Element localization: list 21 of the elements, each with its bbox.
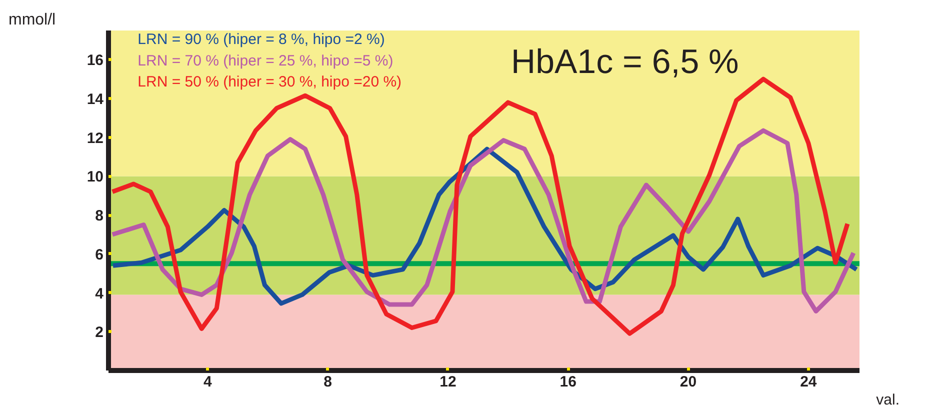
x-tick-label: 24 xyxy=(800,374,818,390)
x-axis-title: val. xyxy=(876,392,900,408)
y-tick-label: 4 xyxy=(95,285,104,302)
x-tick-label: 16 xyxy=(560,374,576,390)
x-tick-label: 12 xyxy=(440,374,456,390)
line-series xyxy=(110,76,850,336)
annotation: HbA1c = 6,5 % xyxy=(511,43,739,82)
x-tick-label: 4 xyxy=(203,374,212,390)
y-tick-label: 12 xyxy=(86,130,104,147)
y-axis-title: mmol/l xyxy=(8,12,56,28)
y-tick-label: 10 xyxy=(86,168,104,186)
x-tick-label: 20 xyxy=(680,374,697,390)
y-tick-label: 16 xyxy=(86,52,104,70)
text: LRN = 90 % (hiper = 8 %, hipo =2 %) xyxy=(138,30,385,48)
y-tick-label: 14 xyxy=(86,91,104,108)
y-tick-label: 8 xyxy=(95,208,104,225)
x-tick-label: 8 xyxy=(324,374,332,390)
series-label: LRN = 50 % (hiper = 30 %, hipo =20 %) xyxy=(138,74,402,91)
y-tick-label: 6 xyxy=(95,246,104,264)
text: LRN = 70 % (hiper = 25 %, hipo =5 %) xyxy=(138,52,394,70)
y-tick-label: 2 xyxy=(95,324,104,342)
